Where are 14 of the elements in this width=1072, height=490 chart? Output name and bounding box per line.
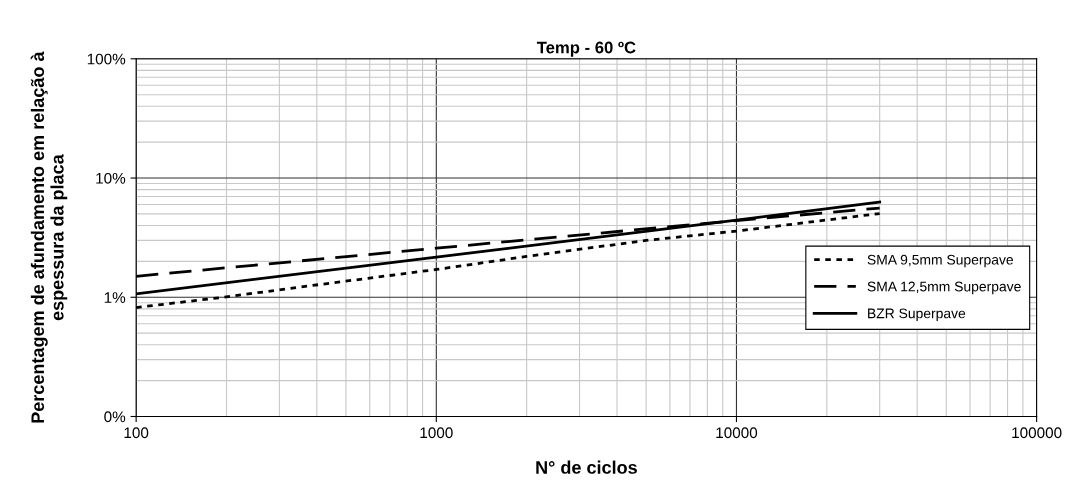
y-tick-label: 0% [104,411,126,423]
x-tick-label: 100000 [1012,427,1062,439]
y-tick-label: 100% [87,53,126,65]
y-tick-label: 1% [104,292,126,303]
x-tick-label: 10000 [716,427,758,439]
x-tick-label: 1000 [420,427,453,439]
y-axis-title: Percentagem de afundamento em relação à espessura da placa [30,51,68,423]
x-tick-label: 100 [124,427,149,439]
y-tick-label: 10% [96,172,126,184]
legend-label: BZR Superpave [868,308,966,322]
chart-title: Temp - 60 ºC [536,41,636,57]
x-axis-title: N° de ciclos [536,460,637,474]
legend-label: SMA 12,5mm Superpave [867,281,1021,295]
legend-label: SMA 9,5mm Superpave [867,254,1014,268]
